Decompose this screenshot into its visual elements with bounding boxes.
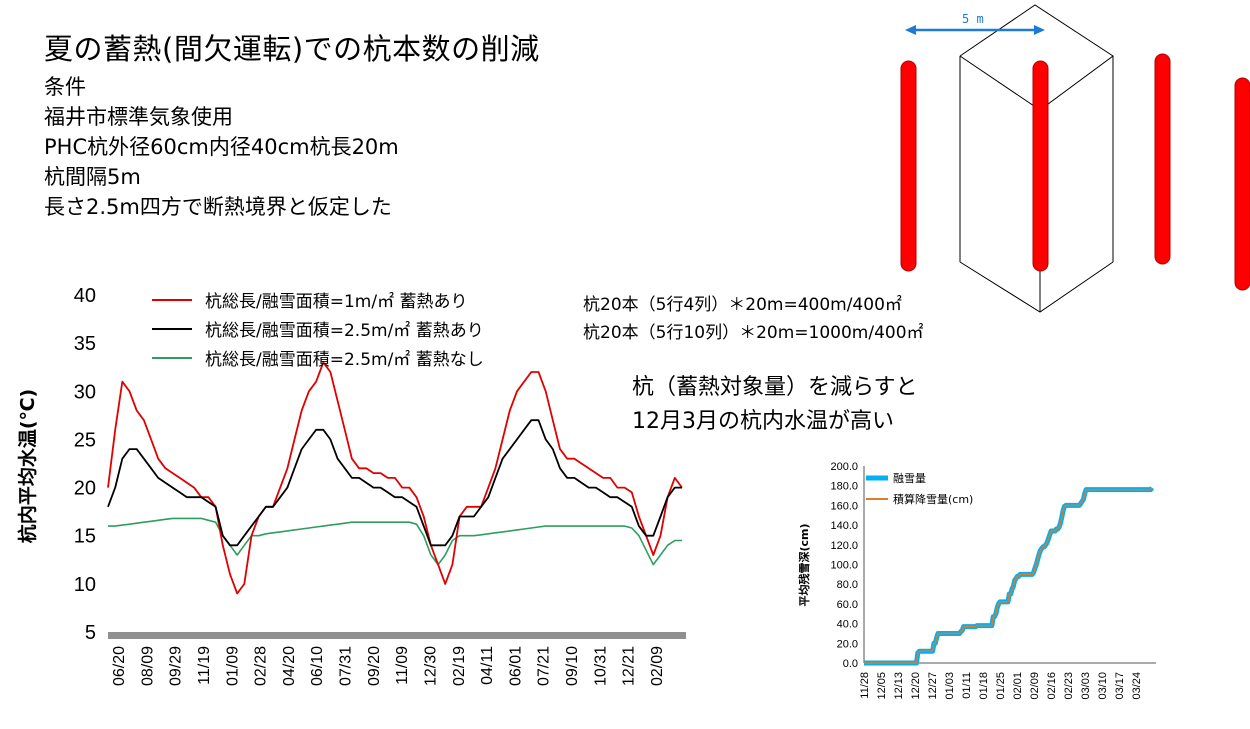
piles	[900, 53, 1250, 291]
x-tick-label: 12/05	[876, 672, 888, 700]
note-line: 12月3月の杭内水温が高い	[632, 409, 894, 434]
y-axis-label: 平均残雪深(cm)	[797, 523, 811, 606]
y-tick-label: 80.0	[837, 579, 858, 591]
legend-label: 融雪量	[893, 472, 926, 485]
y-tick-label: 5	[85, 622, 96, 644]
x-tick-label: 02/16	[1046, 672, 1058, 700]
x-tick-label: 12/20	[910, 672, 922, 700]
x-tick-label: 01/03	[944, 672, 956, 700]
insulation-box	[959, 4, 1114, 313]
legend-label: 積算降雪量(cm)	[893, 492, 973, 506]
x-tick-label: 02/01	[1012, 672, 1024, 700]
x-tick-label: 01/25	[995, 672, 1007, 700]
x-tick-label: 12/30	[422, 646, 439, 686]
y-tick-label: 140.0	[830, 520, 858, 532]
y-tick-label: 0.0	[843, 658, 858, 670]
pile-3	[1154, 53, 1171, 265]
y-tick-label: 25	[74, 429, 96, 451]
formula-2: 杭20本（5行10列）＊20m=1000m/400㎡	[583, 323, 924, 343]
x-tick-label: 12/21	[621, 646, 638, 686]
y-tick-label: 15	[74, 526, 96, 548]
x-tick-label: 03/17	[1114, 672, 1126, 700]
y-tick-label: 10	[74, 574, 96, 596]
x-tick-label: 03/03	[1080, 672, 1092, 700]
conditions-list: 条件 福井市標準気象使用 PHC杭外径60cm内径40cm杭長20m 杭間隔5m…	[44, 72, 399, 222]
y-tick-label: 40	[74, 285, 96, 307]
x-tick-label: 02/28	[253, 646, 270, 686]
pile-4	[1234, 77, 1250, 291]
y-tick-label: 180.0	[830, 481, 858, 493]
x-tick-label: 01/09	[224, 646, 241, 686]
series-line	[862, 486, 1155, 666]
x-tick-label: 11/09	[394, 646, 411, 685]
x-tick-label: 02/19	[451, 646, 468, 686]
x-tick-label: 09/10	[564, 646, 581, 686]
y-tick-label: 20	[74, 478, 96, 500]
x-tick-label: 09/29	[168, 646, 185, 686]
dimension-arrow	[905, 25, 1045, 35]
x-tick-label: 03/24	[1131, 672, 1143, 700]
x-tick-label: 12/13	[893, 672, 905, 700]
y-tick-label: 20.0	[837, 638, 858, 650]
condition-line: 条件	[44, 75, 86, 99]
y-tick-label: 40.0	[837, 619, 858, 631]
x-tick-label: 04/11	[479, 646, 496, 685]
condition-line: 杭間隔5m	[44, 165, 141, 189]
series-line	[864, 487, 1153, 664]
y-tick-label: 30	[74, 381, 96, 403]
formula-1: 杭20本（5行4列）＊20m=400m/400㎡	[583, 295, 902, 315]
x-tick-label: 01/11	[961, 672, 973, 699]
x-tick-label: 03/10	[1097, 672, 1109, 700]
x-tick-label: 12/27	[927, 672, 939, 700]
condition-line: 長さ2.5m四方で断熱境界と仮定した	[44, 195, 392, 219]
x-tick-label: 04/20	[281, 646, 298, 686]
x-tick-label: 08/09	[139, 646, 156, 686]
x-tick-label: 07/21	[536, 646, 553, 686]
x-tick-label: 06/10	[309, 646, 326, 686]
y-tick-label: 200.0	[830, 461, 858, 473]
x-tick-label: 02/09	[1029, 672, 1041, 700]
y-axis-label: 杭内平均水温(℃)	[16, 389, 39, 543]
y-tick-label: 35	[74, 333, 96, 355]
note-box: 杭（蓄熱対象量）を減らすと 12月3月の杭内水温が高い	[632, 371, 918, 439]
x-tick-label: 11/19	[196, 646, 213, 685]
x-tick-label: 10/31	[592, 646, 609, 686]
legend-label: 杭総長/融雪面積=1m/㎡ 蓄熱あり	[205, 292, 467, 312]
x-axis-bar	[108, 632, 686, 639]
y-tick-label: 120.0	[830, 540, 858, 552]
x-tick-label: 06/01	[507, 646, 524, 686]
y-tick-label: 100.0	[830, 560, 858, 572]
legend-label: 杭総長/融雪面積=2.5m/㎡ 蓄熱なし	[205, 350, 484, 370]
series-line	[108, 517, 682, 566]
note-line: 杭（蓄熱対象量）を減らすと	[632, 375, 918, 400]
x-tick-label: 06/20	[111, 646, 128, 686]
legend-label: 杭総長/融雪面積=2.5m/㎡ 蓄熱あり	[205, 321, 484, 341]
condition-line: PHC杭外径60cm内径40cm杭長20m	[44, 135, 399, 159]
y-tick-label: 160.0	[830, 500, 858, 512]
y-tick-label: 60.0	[837, 599, 858, 611]
x-tick-label: 09/20	[366, 646, 383, 686]
pile-1	[900, 60, 917, 272]
dimension-label: 5 m	[962, 12, 984, 26]
series-line	[107, 419, 682, 547]
x-tick-label: 01/18	[978, 672, 990, 700]
x-tick-label: 11/28	[859, 672, 871, 699]
x-tick-label: 07/31	[338, 646, 355, 686]
x-tick-label: 02/09	[649, 646, 666, 686]
condition-line: 福井市標準気象使用	[44, 105, 233, 129]
pile-2	[1032, 60, 1049, 272]
series-line	[107, 361, 683, 595]
page-title: 夏の蓄熱(間欠運転)での杭本数の削減	[44, 32, 540, 66]
x-tick-label: 02/23	[1063, 672, 1075, 700]
